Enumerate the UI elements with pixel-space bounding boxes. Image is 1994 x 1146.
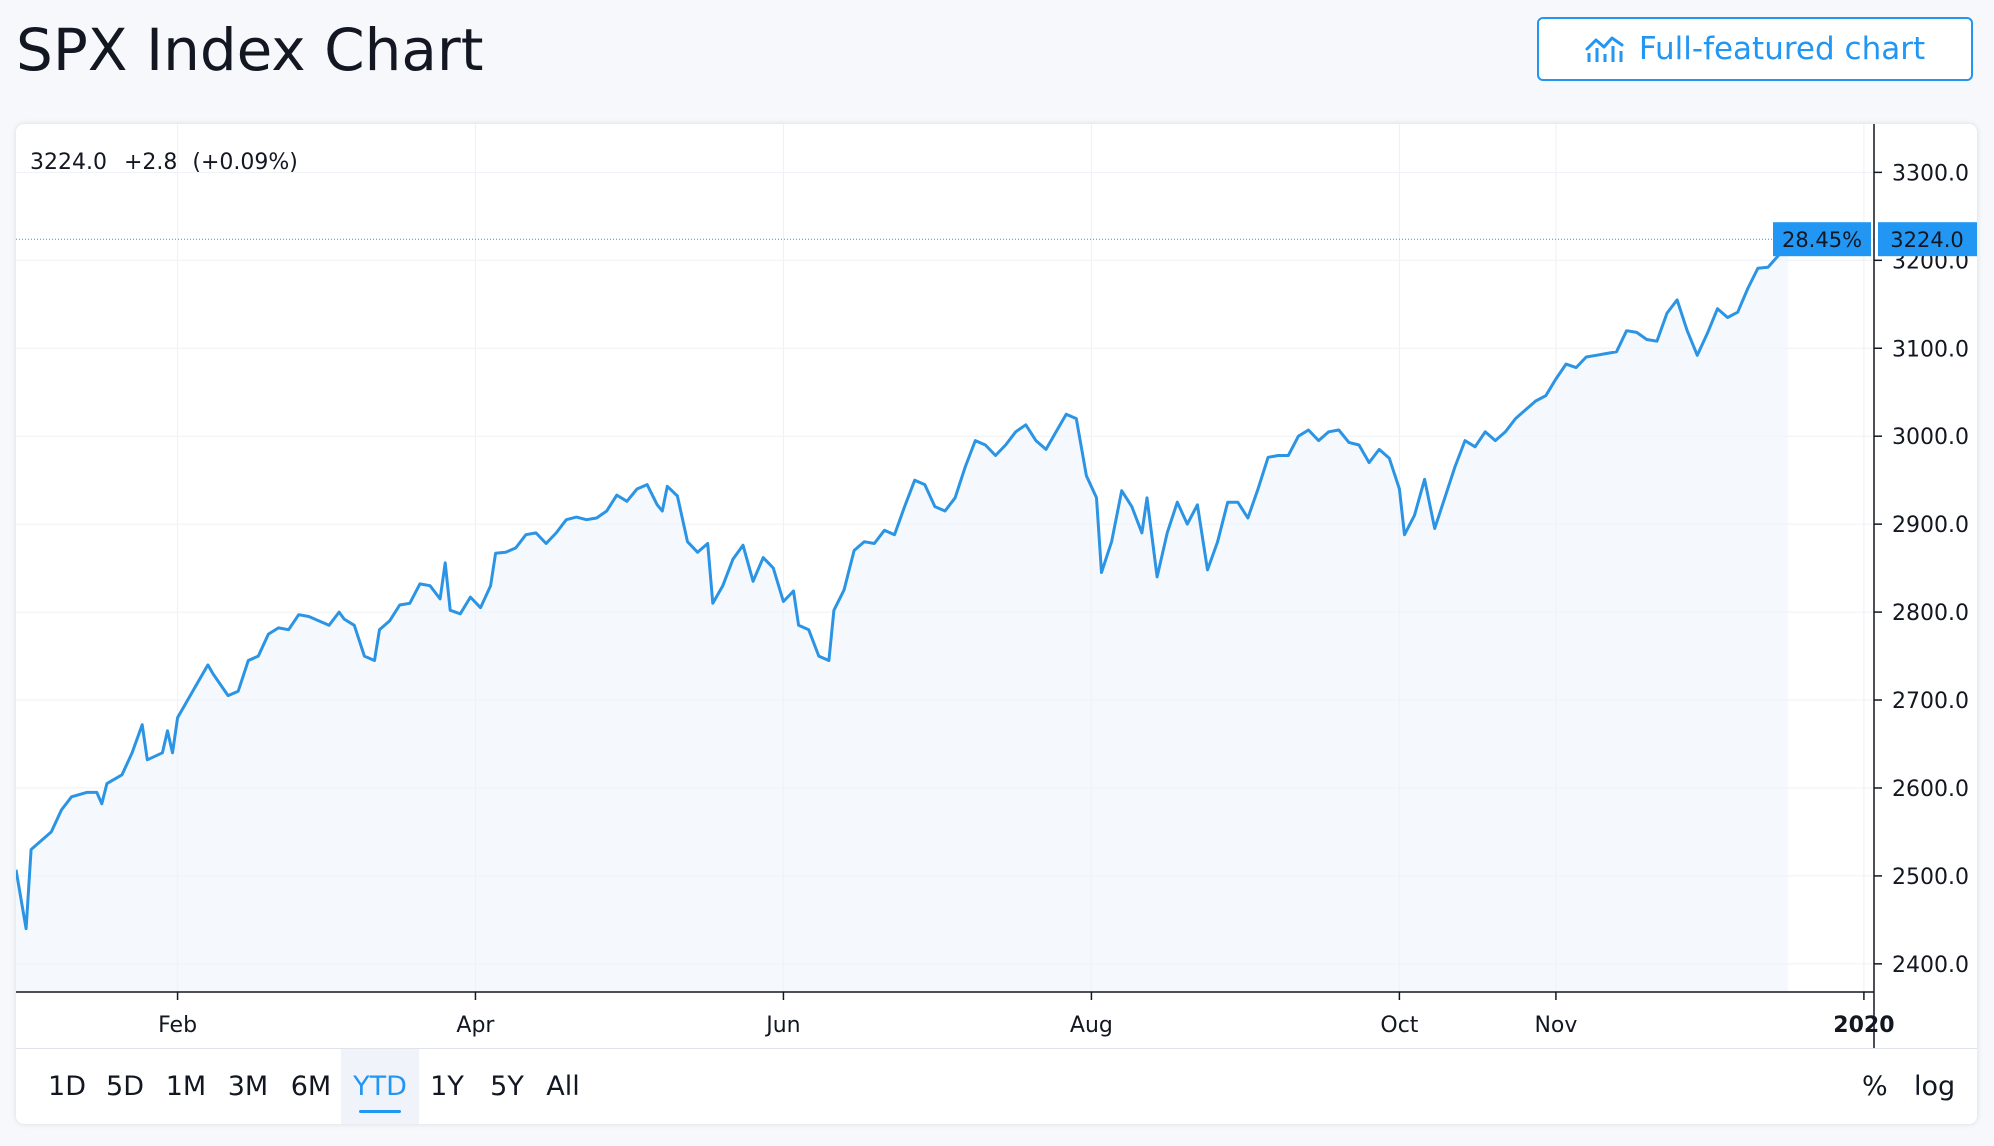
range-button-6m[interactable]: 6M (290, 1071, 332, 1102)
y-tick-label: 2800.0 (1892, 601, 1969, 626)
range-button-5y[interactable]: 5Y (490, 1071, 524, 1102)
full-featured-chart-button[interactable]: Full-featured chart (1537, 17, 1973, 81)
x-tick-label: Feb (158, 1013, 197, 1038)
range-button-all[interactable]: All (546, 1071, 580, 1102)
y-tick-label: 2600.0 (1892, 777, 1969, 802)
svg-text:3224.0 +2.8 (+: 3224.0 +2.8 (+0.09%) (30, 150, 298, 175)
percent-change-label: 28.45% (1782, 228, 1862, 252)
range-button-1d[interactable]: 1D (48, 1071, 86, 1102)
legend-change: +2.8 (124, 150, 177, 175)
range-button-1y[interactable]: 1Y (430, 1071, 464, 1102)
percent-scale-toggle[interactable]: % (1862, 1071, 1888, 1102)
x-tick-label: Oct (1380, 1013, 1418, 1038)
x-tick-label: Jun (764, 1013, 800, 1038)
x-tick-label: 2020 (1833, 1013, 1894, 1038)
range-toolbar: 1D 5D 1M 3M 6M YTD 1Y 5Y All % log (16, 1048, 1977, 1124)
page-title: SPX Index Chart (16, 16, 484, 84)
axes (16, 124, 1875, 1048)
chart-area[interactable]: Feb Apr Jun Aug Oct Nov 2020 2400.0 2500.0 2600.… (16, 124, 1977, 1048)
x-tick-label: Aug (1070, 1013, 1113, 1038)
series-area (16, 239, 1789, 992)
legend: 3224.0 +2.8 (+0.09%) (30, 150, 298, 175)
y-axis-ticks: 2400.0 2500.0 2600.0 2700.0 2800.0 2900.0 3000… (1874, 161, 1969, 978)
y-tick-label: 3100.0 (1892, 337, 1969, 362)
percent-change-badge (1773, 222, 1871, 257)
log-scale-toggle[interactable]: log (1914, 1071, 1956, 1102)
last-value-label: 3224.0 (1890, 228, 1963, 252)
legend-change-percent: (+0.09%) (192, 150, 298, 175)
y-tick-label: 2500.0 (1892, 865, 1969, 890)
full-featured-chart-label: Full-featured chart (1638, 31, 1926, 67)
series-line (16, 238, 1790, 931)
x-axis-ticks: Feb Apr Jun Aug Oct Nov 2020 (158, 992, 1895, 1038)
legend-last-value: 3224.0 (30, 150, 107, 175)
range-button-1m[interactable]: 1M (165, 1071, 207, 1102)
chart-card: Feb Apr Jun Aug Oct Nov 2020 2400.0 2500.0 2600.… (16, 124, 1977, 1124)
x-tick-label: Nov (1534, 1013, 1577, 1038)
y-tick-label: 3000.0 (1892, 425, 1969, 450)
y-tick-label: 2900.0 (1892, 513, 1969, 538)
y-tick-label: 2700.0 (1892, 689, 1969, 714)
y-tick-label: 2400.0 (1892, 953, 1969, 978)
y-tick-label: 3300.0 (1892, 161, 1969, 186)
x-tick-label: Apr (456, 1013, 495, 1038)
range-button-ytd[interactable]: YTD (341, 1049, 419, 1124)
last-value-badge (1878, 222, 1977, 257)
chart-line-icon (1585, 35, 1625, 63)
range-button-3m[interactable]: 3M (227, 1071, 269, 1102)
range-button-5d[interactable]: 5D (106, 1071, 144, 1102)
price-label: 28.45% 3224.0 (1773, 222, 1977, 257)
